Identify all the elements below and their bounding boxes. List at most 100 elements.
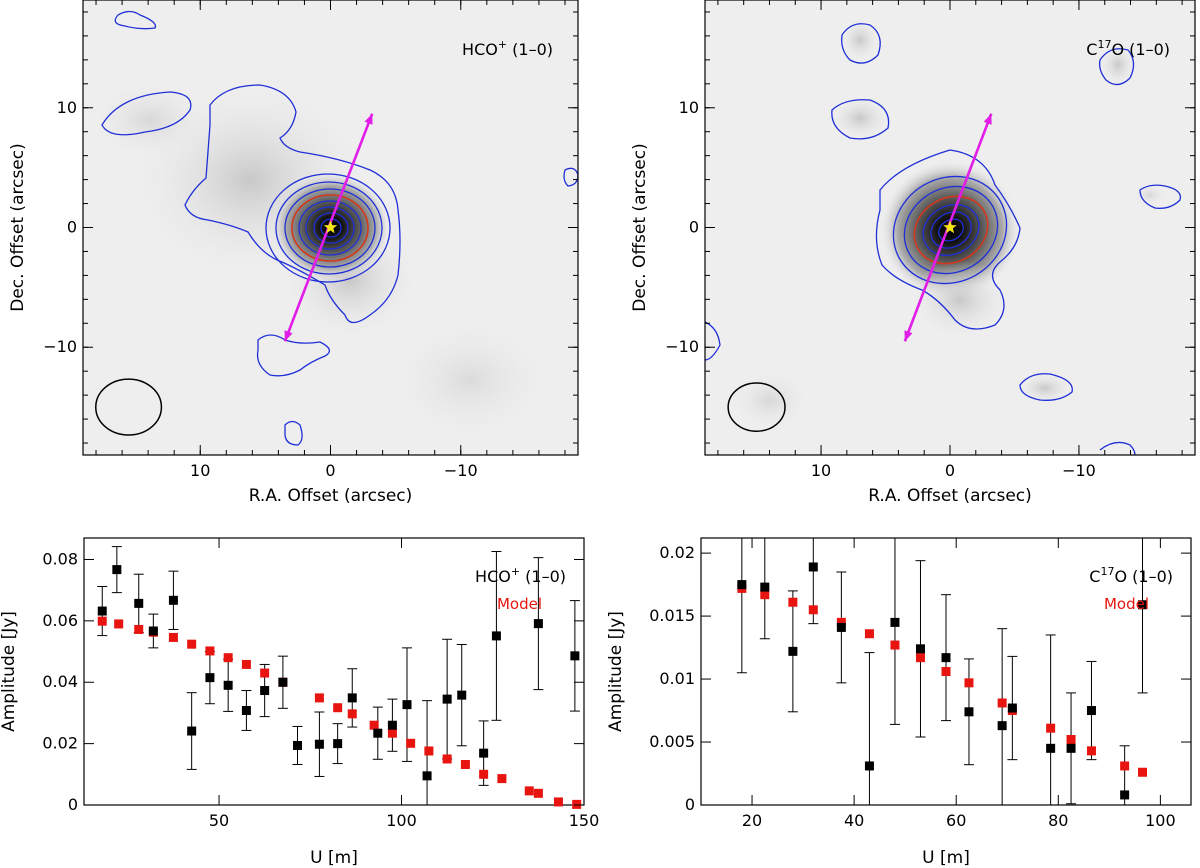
model-point: [915, 653, 925, 663]
model-point: [260, 668, 270, 678]
data-point: [788, 646, 798, 656]
x-tick-label: 150: [569, 811, 600, 830]
x-tick-label: −10: [444, 461, 478, 480]
contour: [1019, 373, 1073, 401]
model-point: [836, 617, 846, 627]
model-point: [369, 720, 379, 730]
data-point: [347, 693, 357, 703]
core-contours: [892, 175, 1008, 285]
contour: [114, 10, 157, 30]
data-point: [387, 720, 397, 730]
data-point: [241, 705, 251, 715]
y-tick-label: −10: [665, 337, 699, 356]
contour: [563, 167, 578, 187]
x-tick-label: −10: [1062, 461, 1096, 480]
y-axis-label: Dec. Offset (arcsec): [8, 143, 28, 312]
model-point: [97, 616, 107, 626]
map-title: HCO+ (1–0): [462, 38, 553, 59]
c17o-visibility-panel: C17O (1–0) Model 20 40 60 80 100 0 0.005 0.01 0.01…: [606, 537, 1192, 868]
model-point: [572, 799, 582, 809]
arrow-head: [904, 330, 913, 342]
data-point: [187, 726, 197, 736]
model-point: [1046, 723, 1056, 733]
model-point: [524, 786, 534, 796]
data-point: [205, 673, 215, 683]
data-point: [915, 644, 925, 654]
y-axis-label: Amplitude [Jy]: [606, 611, 626, 732]
axes-frame: [83, 537, 585, 806]
x-tick-label: 40: [844, 811, 864, 830]
data-point: [260, 686, 270, 696]
y-tick-label: 0.08: [42, 549, 78, 568]
y-tick-label: 0: [68, 795, 78, 814]
core-contours: [265, 173, 391, 283]
source-star-icon: [943, 220, 957, 234]
data-point: [293, 740, 303, 750]
y-tick-label: 10: [679, 98, 699, 117]
axes-frame: [700, 537, 1192, 806]
x-axis-label: R.A. Offset (arcsec): [868, 486, 1032, 506]
contour: [831, 99, 890, 140]
intensity-image: [705, 18, 1182, 455]
data-point: [223, 680, 233, 690]
y-tick-label: 0.02: [42, 734, 78, 753]
outer-contour: [184, 84, 401, 324]
model-point: [387, 728, 397, 738]
model-point: [347, 709, 357, 719]
beam-ellipse: [727, 382, 786, 432]
x-tick-label: 10: [190, 461, 210, 480]
data-point: [1120, 790, 1130, 800]
model-point: [997, 698, 1007, 708]
model-point: [553, 797, 563, 807]
y-tick-label: 0.005: [649, 732, 695, 751]
model-point: [406, 738, 416, 748]
contour: [841, 23, 881, 64]
model-point: [479, 769, 489, 779]
model-legend: Model: [1104, 595, 1149, 613]
contour: [284, 420, 303, 446]
y-tick-label: 0.01: [659, 669, 695, 688]
data-point: [278, 677, 288, 687]
line-label: C17O (1–0): [1089, 565, 1173, 586]
beam-ellipse: [95, 378, 163, 436]
data-point: [1007, 703, 1017, 713]
hco-map-panel: HCO+ (1–0) 10 0 −10 −10 0 10 R.A. Offset (arcs…: [8, 0, 579, 506]
model-point: [168, 632, 178, 642]
x-tick-label: 0: [325, 461, 335, 480]
c17o-map-panel: C17O (1–0) 10 0 −10 −10 0 10 R.A. Offset (arcs…: [630, 0, 1196, 506]
y-tick-label: 0.02: [659, 543, 695, 562]
intensity-image: [90, 10, 578, 446]
data-point: [333, 739, 343, 749]
data-point: [1138, 600, 1148, 610]
arrow-head: [284, 330, 293, 342]
red-contour: [913, 195, 989, 265]
model-point: [442, 754, 452, 764]
model-legend: Model: [497, 595, 542, 613]
x-tick-label: 100: [386, 811, 417, 830]
data-point: [479, 748, 489, 758]
y-tick-label: 0.06: [42, 611, 78, 630]
y-tick-label: 0: [67, 218, 77, 237]
y-tick-label: 0: [689, 218, 699, 237]
data-point: [890, 617, 900, 627]
hco-visibility-panel: HCO+ (1–0) Model 50 100 150 0 0.02 0.04 0.06 0.08…: [0, 537, 600, 868]
data-point: [97, 606, 107, 616]
y-axis-label: Dec. Offset (arcsec): [630, 143, 650, 312]
outer-contour: [875, 149, 1021, 330]
data-point: [997, 721, 1007, 731]
model-point: [223, 653, 233, 663]
x-tick-label: 20: [742, 811, 762, 830]
data-point: [760, 582, 770, 592]
data-point: [836, 622, 846, 632]
model-point: [1086, 746, 1096, 756]
model-point: [114, 619, 124, 629]
data-point: [491, 631, 501, 641]
model-point: [134, 624, 144, 634]
source-star-icon: [323, 220, 338, 234]
model-point: [1138, 767, 1148, 777]
y-tick-label: −10: [43, 337, 77, 356]
model-point: [788, 597, 798, 607]
data-point: [168, 595, 178, 605]
map-title: C17O (1–0): [1086, 38, 1170, 59]
x-tick-label: 0: [945, 461, 955, 480]
